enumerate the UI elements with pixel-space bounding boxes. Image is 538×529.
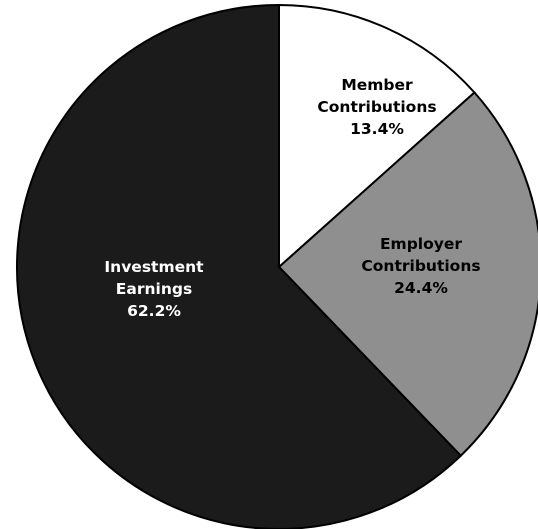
slice-name-label-2-1: Earnings xyxy=(116,280,192,298)
slice-name-label-0-1: Contributions xyxy=(317,98,436,116)
slice-name-label-2-0: Investment xyxy=(104,258,204,276)
slice-value-label-0: 13.4% xyxy=(350,120,404,138)
pie-slice-1 xyxy=(277,91,538,458)
pie-slice-2 xyxy=(16,3,463,529)
slice-name-label-1-1: Contributions xyxy=(361,257,480,275)
pie-slice-0 xyxy=(278,3,476,270)
slice-value-label-2: 62.2% xyxy=(127,302,181,320)
slice-name-label-0-0: Member xyxy=(341,76,413,94)
slice-label-0: Member Contributions 13.4% xyxy=(317,76,436,138)
slice-label-2: Investment Earnings 62.2% xyxy=(104,258,204,320)
slice-name-label-1-0: Employer xyxy=(380,235,462,253)
slice-label-1: Employer Contributions 24.4% xyxy=(361,235,480,297)
slice-value-label-1: 24.4% xyxy=(394,279,448,297)
